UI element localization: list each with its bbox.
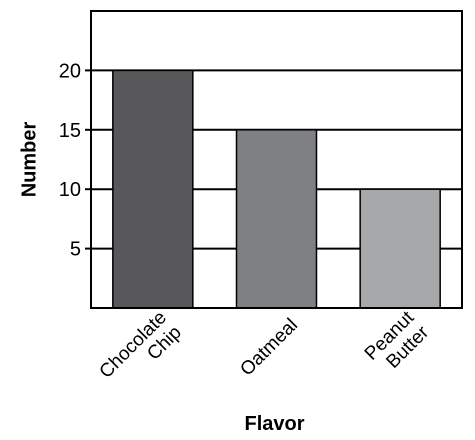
y-axis-ticks: 5 10 15 20 <box>59 60 91 261</box>
x-category-label: Oatmeal <box>236 315 302 381</box>
bar <box>359 188 441 309</box>
x-axis-categories: ChocolateChip Oatmeal PeanutButter <box>96 307 434 397</box>
bar <box>235 129 318 309</box>
x-category-label: PeanutButter <box>361 307 434 380</box>
plot-frame <box>90 10 463 309</box>
bar <box>112 69 194 309</box>
y-axis-title: Number <box>18 122 40 198</box>
x-axis-title: Flavor <box>244 413 304 435</box>
x-category-label: ChocolateChip <box>96 307 186 397</box>
bars <box>112 69 441 309</box>
y-tick-label: 20 <box>59 60 81 82</box>
y-tick-label: 5 <box>70 239 81 261</box>
y-tick-label: 10 <box>59 179 81 201</box>
y-tick-label: 15 <box>59 120 81 142</box>
x-category-label-line: Oatmeal <box>236 315 302 381</box>
